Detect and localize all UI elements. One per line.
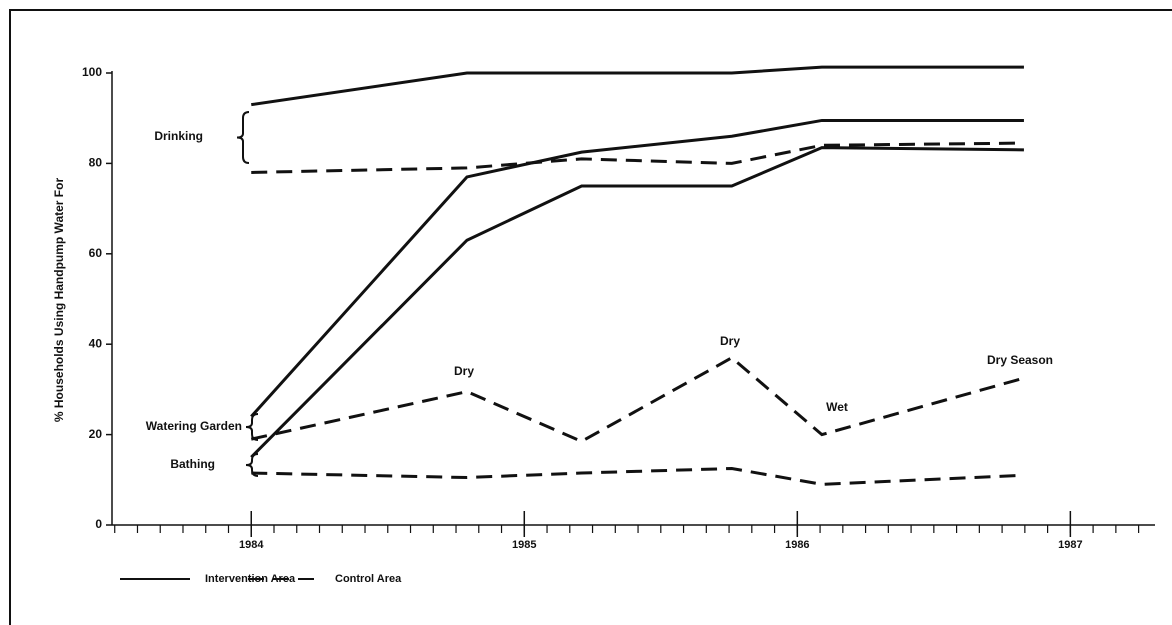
y-axis-label: % Households Using Handpump Water For — [52, 178, 66, 423]
series-line — [251, 466, 1025, 486]
annotation: Dry — [720, 334, 740, 348]
x-tick-label: 1987 — [1058, 539, 1082, 551]
x-tick-label: 1986 — [785, 539, 809, 551]
x-tick-label: 1985 — [512, 539, 536, 551]
group-label: Watering Garden — [146, 419, 242, 433]
group-label: Bathing — [170, 457, 215, 471]
annotation: Wet — [826, 400, 848, 414]
annotation: Dry — [454, 364, 474, 378]
frame — [9, 9, 1172, 625]
y-tick-label: 80 — [89, 156, 103, 170]
y-tick-label: 60 — [89, 246, 103, 260]
legend-label: Control Area — [335, 573, 402, 585]
series-line — [251, 65, 1024, 107]
x-tick-label: 1984 — [239, 539, 264, 551]
series-line — [250, 146, 1024, 459]
series-line — [251, 141, 1024, 174]
brace — [245, 453, 259, 477]
group-label: Drinking — [154, 129, 203, 143]
y-tick-label: 0 — [95, 517, 102, 531]
y-tick-label: 20 — [89, 427, 103, 441]
brace — [236, 111, 250, 164]
brace — [245, 413, 259, 441]
y-tick-label: 100 — [82, 65, 102, 79]
annotation: Dry Season — [987, 353, 1053, 367]
series-line — [250, 355, 1025, 444]
series-line — [250, 118, 1024, 418]
y-tick-label: 40 — [89, 336, 103, 350]
